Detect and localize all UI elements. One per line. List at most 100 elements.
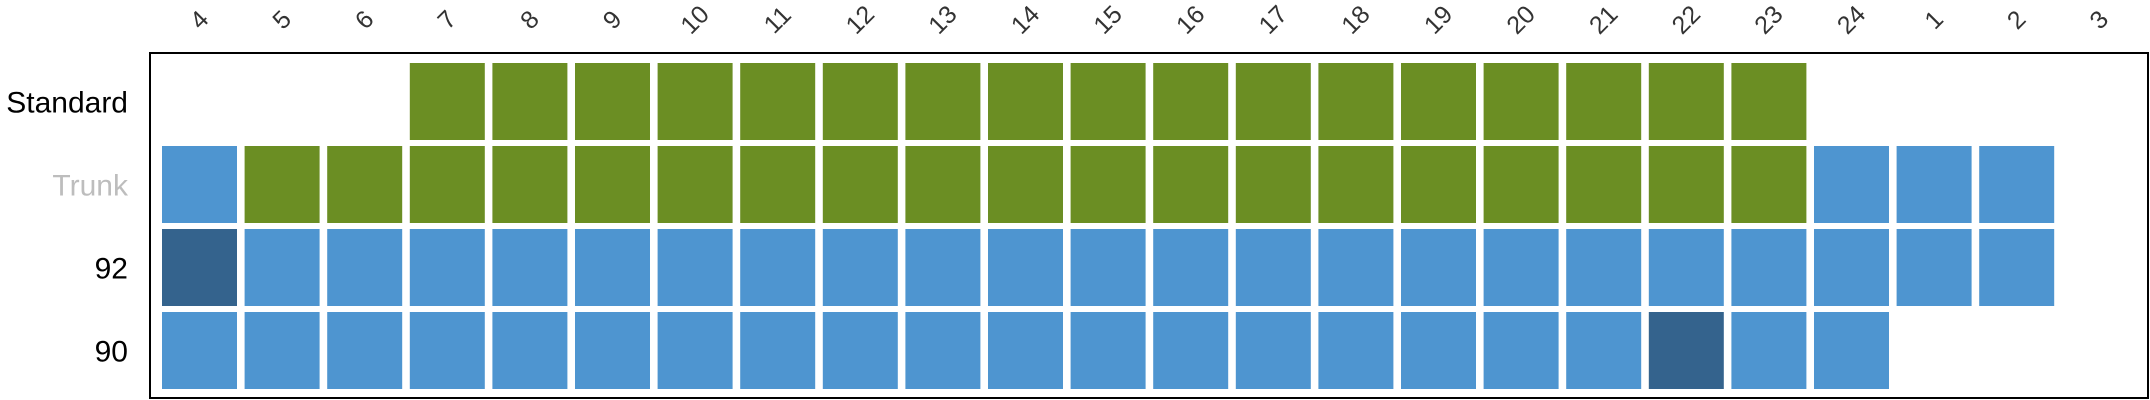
cell-standard-9 <box>575 63 650 140</box>
cell-trunk-15 <box>1070 146 1146 223</box>
cell-92-20 <box>1483 229 1559 306</box>
cell-trunk-6 <box>327 146 403 223</box>
cell-90-4 <box>162 312 237 389</box>
column-label-8: 8 <box>515 5 545 35</box>
column-label-18: 18 <box>1336 0 1375 39</box>
cell-trunk-21 <box>1566 146 1642 223</box>
cell-trunk-12 <box>822 146 898 223</box>
cell-trunk-1 <box>1896 146 1972 223</box>
cell-90-21 <box>1566 312 1642 389</box>
column-label-17: 17 <box>1254 0 1293 39</box>
cell-standard-15 <box>1070 63 1146 140</box>
column-label-20: 20 <box>1501 0 1540 39</box>
cell-92-10 <box>657 229 733 306</box>
cell-standard-7 <box>409 63 485 140</box>
column-labels: 4 5 6 7 8 9 10 11 12 13 14 15 16 17 18 19 20 21 22 23 24 1 2 3 <box>185 0 2114 40</box>
cell-trunk-4 <box>162 146 237 223</box>
cell-standard-23 <box>1731 63 1807 140</box>
cell-92-11 <box>740 229 816 306</box>
column-label-3: 3 <box>2084 5 2114 35</box>
cell-standard-17 <box>1235 63 1311 140</box>
column-label-21: 21 <box>1584 0 1623 39</box>
column-label-10: 10 <box>675 0 714 39</box>
cell-standard-11 <box>740 63 816 140</box>
cell-92-12 <box>822 229 898 306</box>
column-label-13: 13 <box>923 0 962 39</box>
column-label-22: 22 <box>1667 0 1706 39</box>
cell-90-24 <box>1814 312 1889 389</box>
cell-standard-21 <box>1566 63 1642 140</box>
cell-trunk-19 <box>1401 146 1476 223</box>
cell-92-2 <box>1979 229 2055 306</box>
cell-92-5 <box>244 229 320 306</box>
column-label-9: 9 <box>598 5 628 35</box>
cell-trunk-22 <box>1648 146 1724 223</box>
cell-standard-18 <box>1318 63 1394 140</box>
column-label-15: 15 <box>1088 0 1127 39</box>
cell-trunk-8 <box>492 146 568 223</box>
cell-90-17 <box>1235 312 1311 389</box>
row-label-trunk: Trunk <box>52 170 129 203</box>
column-label-1: 1 <box>1919 5 1949 35</box>
cell-trunk-20 <box>1483 146 1559 223</box>
cell-92-7 <box>409 229 485 306</box>
cell-standard-13 <box>905 63 981 140</box>
column-label-6: 6 <box>350 5 380 35</box>
cell-92-8 <box>492 229 568 306</box>
cell-90-15 <box>1070 312 1146 389</box>
row-labels: Standard Trunk 92 90 <box>6 87 129 369</box>
column-label-12: 12 <box>841 0 880 39</box>
cell-92-15 <box>1070 229 1146 306</box>
plot-frame <box>149 52 2149 399</box>
cell-trunk-2 <box>1979 146 2055 223</box>
cell-90-20 <box>1483 312 1559 389</box>
row-label-standard: Standard <box>6 87 128 120</box>
column-label-4: 4 <box>185 5 215 35</box>
column-label-19: 19 <box>1419 0 1458 39</box>
cell-trunk-9 <box>575 146 650 223</box>
row-label-92: 92 <box>95 253 128 286</box>
cell-90-10 <box>657 312 733 389</box>
cell-90-13 <box>905 312 981 389</box>
column-label-7: 7 <box>432 5 462 35</box>
cell-90-14 <box>988 312 1063 389</box>
cell-92-18 <box>1318 229 1394 306</box>
cell-90-12 <box>822 312 898 389</box>
cell-standard-12 <box>822 63 898 140</box>
cell-92-4 <box>162 229 237 306</box>
cell-standard-8 <box>492 63 568 140</box>
cell-trunk-11 <box>740 146 816 223</box>
column-label-24: 24 <box>1832 0 1872 40</box>
cell-trunk-7 <box>409 146 485 223</box>
cell-92-23 <box>1731 229 1807 306</box>
cell-90-16 <box>1153 312 1229 389</box>
column-label-14: 14 <box>1006 0 1046 40</box>
column-label-5: 5 <box>267 5 297 35</box>
cell-standard-14 <box>988 63 1063 140</box>
cell-standard-16 <box>1153 63 1229 140</box>
cell-90-7 <box>409 312 485 389</box>
column-label-16: 16 <box>1171 0 1210 39</box>
cell-92-9 <box>575 229 650 306</box>
row-label-90: 90 <box>95 336 128 369</box>
column-label-2: 2 <box>2002 5 2032 35</box>
cell-standard-20 <box>1483 63 1559 140</box>
heatmap-cells <box>162 63 2055 389</box>
cell-trunk-24 <box>1814 146 1889 223</box>
cell-trunk-13 <box>905 146 981 223</box>
cell-92-22 <box>1648 229 1724 306</box>
cell-90-5 <box>244 312 320 389</box>
column-label-11: 11 <box>759 1 797 39</box>
cell-trunk-23 <box>1731 146 1807 223</box>
cell-90-8 <box>492 312 568 389</box>
cell-92-21 <box>1566 229 1642 306</box>
cell-90-6 <box>327 312 403 389</box>
cell-trunk-14 <box>988 146 1063 223</box>
cell-90-19 <box>1401 312 1476 389</box>
cell-90-9 <box>575 312 650 389</box>
cell-92-13 <box>905 229 981 306</box>
cell-90-23 <box>1731 312 1807 389</box>
cell-standard-22 <box>1648 63 1724 140</box>
cell-standard-19 <box>1401 63 1476 140</box>
